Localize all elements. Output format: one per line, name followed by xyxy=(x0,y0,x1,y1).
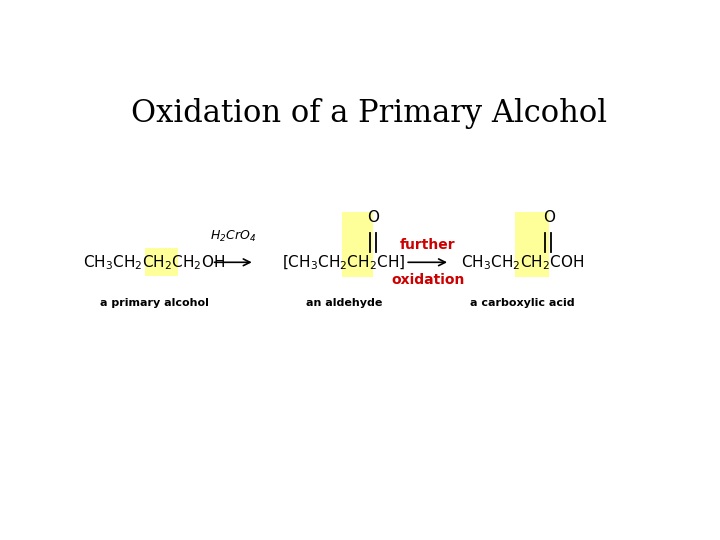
Text: $\mathregular{[CH_3CH_2CH_2CH]}$: $\mathregular{[CH_3CH_2CH_2CH]}$ xyxy=(282,253,405,272)
Text: O: O xyxy=(367,210,379,225)
Text: further: further xyxy=(400,238,456,252)
Text: Oxidation of a Primary Alcohol: Oxidation of a Primary Alcohol xyxy=(131,98,607,129)
Text: $\mathregular{CH_3CH_2CH_2COH}$: $\mathregular{CH_3CH_2CH_2COH}$ xyxy=(461,253,584,272)
Bar xyxy=(516,212,549,277)
Bar xyxy=(145,248,178,276)
Text: an aldehyde: an aldehyde xyxy=(306,298,382,308)
Text: a primary alcohol: a primary alcohol xyxy=(100,298,209,308)
Bar xyxy=(342,212,373,277)
Text: a carboxylic acid: a carboxylic acid xyxy=(470,298,575,308)
Text: $\mathregular{H_2CrO_4}$: $\mathregular{H_2CrO_4}$ xyxy=(210,228,256,244)
Text: $\mathregular{CH_3CH_2CH_2CH_2OH}$: $\mathregular{CH_3CH_2CH_2CH_2OH}$ xyxy=(84,253,225,272)
Text: O: O xyxy=(543,210,554,225)
Text: oxidation: oxidation xyxy=(391,273,464,287)
